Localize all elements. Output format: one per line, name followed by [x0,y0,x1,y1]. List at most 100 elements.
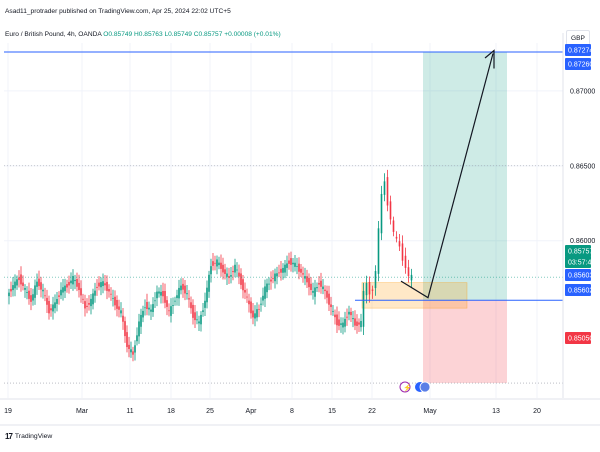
projection-arrow [400,53,494,299]
candle-body [34,285,36,298]
candle-body [282,267,284,273]
candle-body [140,314,142,327]
candle-body [160,291,162,296]
candle-body [114,296,116,306]
candle-body [220,262,222,269]
candle-body [54,302,56,309]
candle-body [50,308,52,311]
symbol-legend[interactable]: Euro / British Pound, 4h, OANDA O0.85749… [5,31,281,38]
candle-body [84,301,86,309]
candle-body [276,273,278,277]
candle-body [172,304,174,306]
symbol-title: Euro / British Pound, 4h, OANDA [5,31,102,38]
price-tick-label: 0.87000 [570,88,595,95]
candle-body [56,298,58,304]
candle-body [180,285,182,291]
candle-body [12,285,14,291]
time-tick-label: 8 [290,408,294,415]
candle-body [8,292,10,297]
candle-body [188,298,190,300]
events[interactable]: ⚡ [399,381,431,393]
ohlc-values: O0.85749 H0.85763 L0.85749 C0.85757 +0.0… [103,31,281,38]
candle-body [30,295,32,302]
candle-body [192,304,194,318]
candle-body [100,282,102,288]
candle-body [383,181,386,195]
candle-body [164,291,166,303]
candle-body [112,297,114,299]
candle-body [380,193,383,234]
candle-body [190,302,192,309]
candle-body [128,344,130,350]
candle-body [224,269,226,274]
candle-body [194,312,196,321]
candle-body [174,300,176,302]
price-label-text: 03:57:43 [568,260,595,267]
candle-body [234,264,236,273]
candle-body [242,279,244,291]
price-axis[interactable]: 0.87000 0.86500 0.86000 0.87274 0.87260 0.857… [562,33,595,398]
time-tick-label: 22 [368,408,376,415]
candle-body [20,274,22,285]
price-label-tag [565,58,591,70]
time-tick-label: Apr [246,408,258,415]
candle-body [250,301,252,314]
time-tick-label: 11 [126,408,133,415]
candle-body [288,260,290,264]
candle-body [254,313,256,319]
horizontal-lines[interactable] [4,51,563,384]
time-tick-label: 25 [206,408,214,415]
footer-brand[interactable]: 17 TradingView [5,432,52,441]
candle-body [110,293,112,295]
tradingview-logo-icon: 17 [5,432,13,441]
candle-body [238,272,240,277]
candle-body [210,266,212,275]
candle-body [389,201,392,220]
candle-body [244,290,246,293]
price-label-tag [565,284,591,296]
candle-body [86,305,88,307]
candle-body [14,281,16,289]
candle-body [40,282,42,290]
candle-body [46,297,48,305]
candle-body [48,300,50,314]
candle-body [326,290,328,298]
candle-body [154,300,156,302]
candle-body [204,300,206,308]
candle-body [16,279,18,286]
time-tick-label: 15 [328,408,336,415]
candle-body [162,290,164,297]
candle-body [208,274,210,292]
candle-body [212,261,214,266]
candle-body [252,310,254,318]
position-tool[interactable] [361,51,507,384]
candle-body [18,277,20,281]
price-label-text: 0.85602 [568,288,593,295]
candle-body [356,321,358,326]
candle-body [324,289,326,292]
candle-body [122,315,124,322]
candle-body [126,332,128,348]
time-axis[interactable]: 19 Mar 11 18 25 Apr 8 15 22 May 13 20 [0,398,600,426]
candle-body [316,287,318,289]
candles [8,169,413,362]
price-label-text: 0.87260 [568,62,593,69]
candle-body [286,263,288,268]
candle-body [336,314,338,326]
candle-body [186,293,188,295]
candle-body [308,277,310,288]
candle-body [266,283,268,293]
candle-body [182,283,184,290]
price-label-tag [565,256,591,268]
candle-body [142,310,144,318]
candle-body [334,314,336,318]
candle-body [350,311,352,316]
candle-body [246,296,248,298]
candle-body [374,271,377,289]
drawings[interactable] [400,49,495,299]
candle-body [360,320,362,328]
candle-body [72,275,74,285]
candle-body [68,281,70,286]
